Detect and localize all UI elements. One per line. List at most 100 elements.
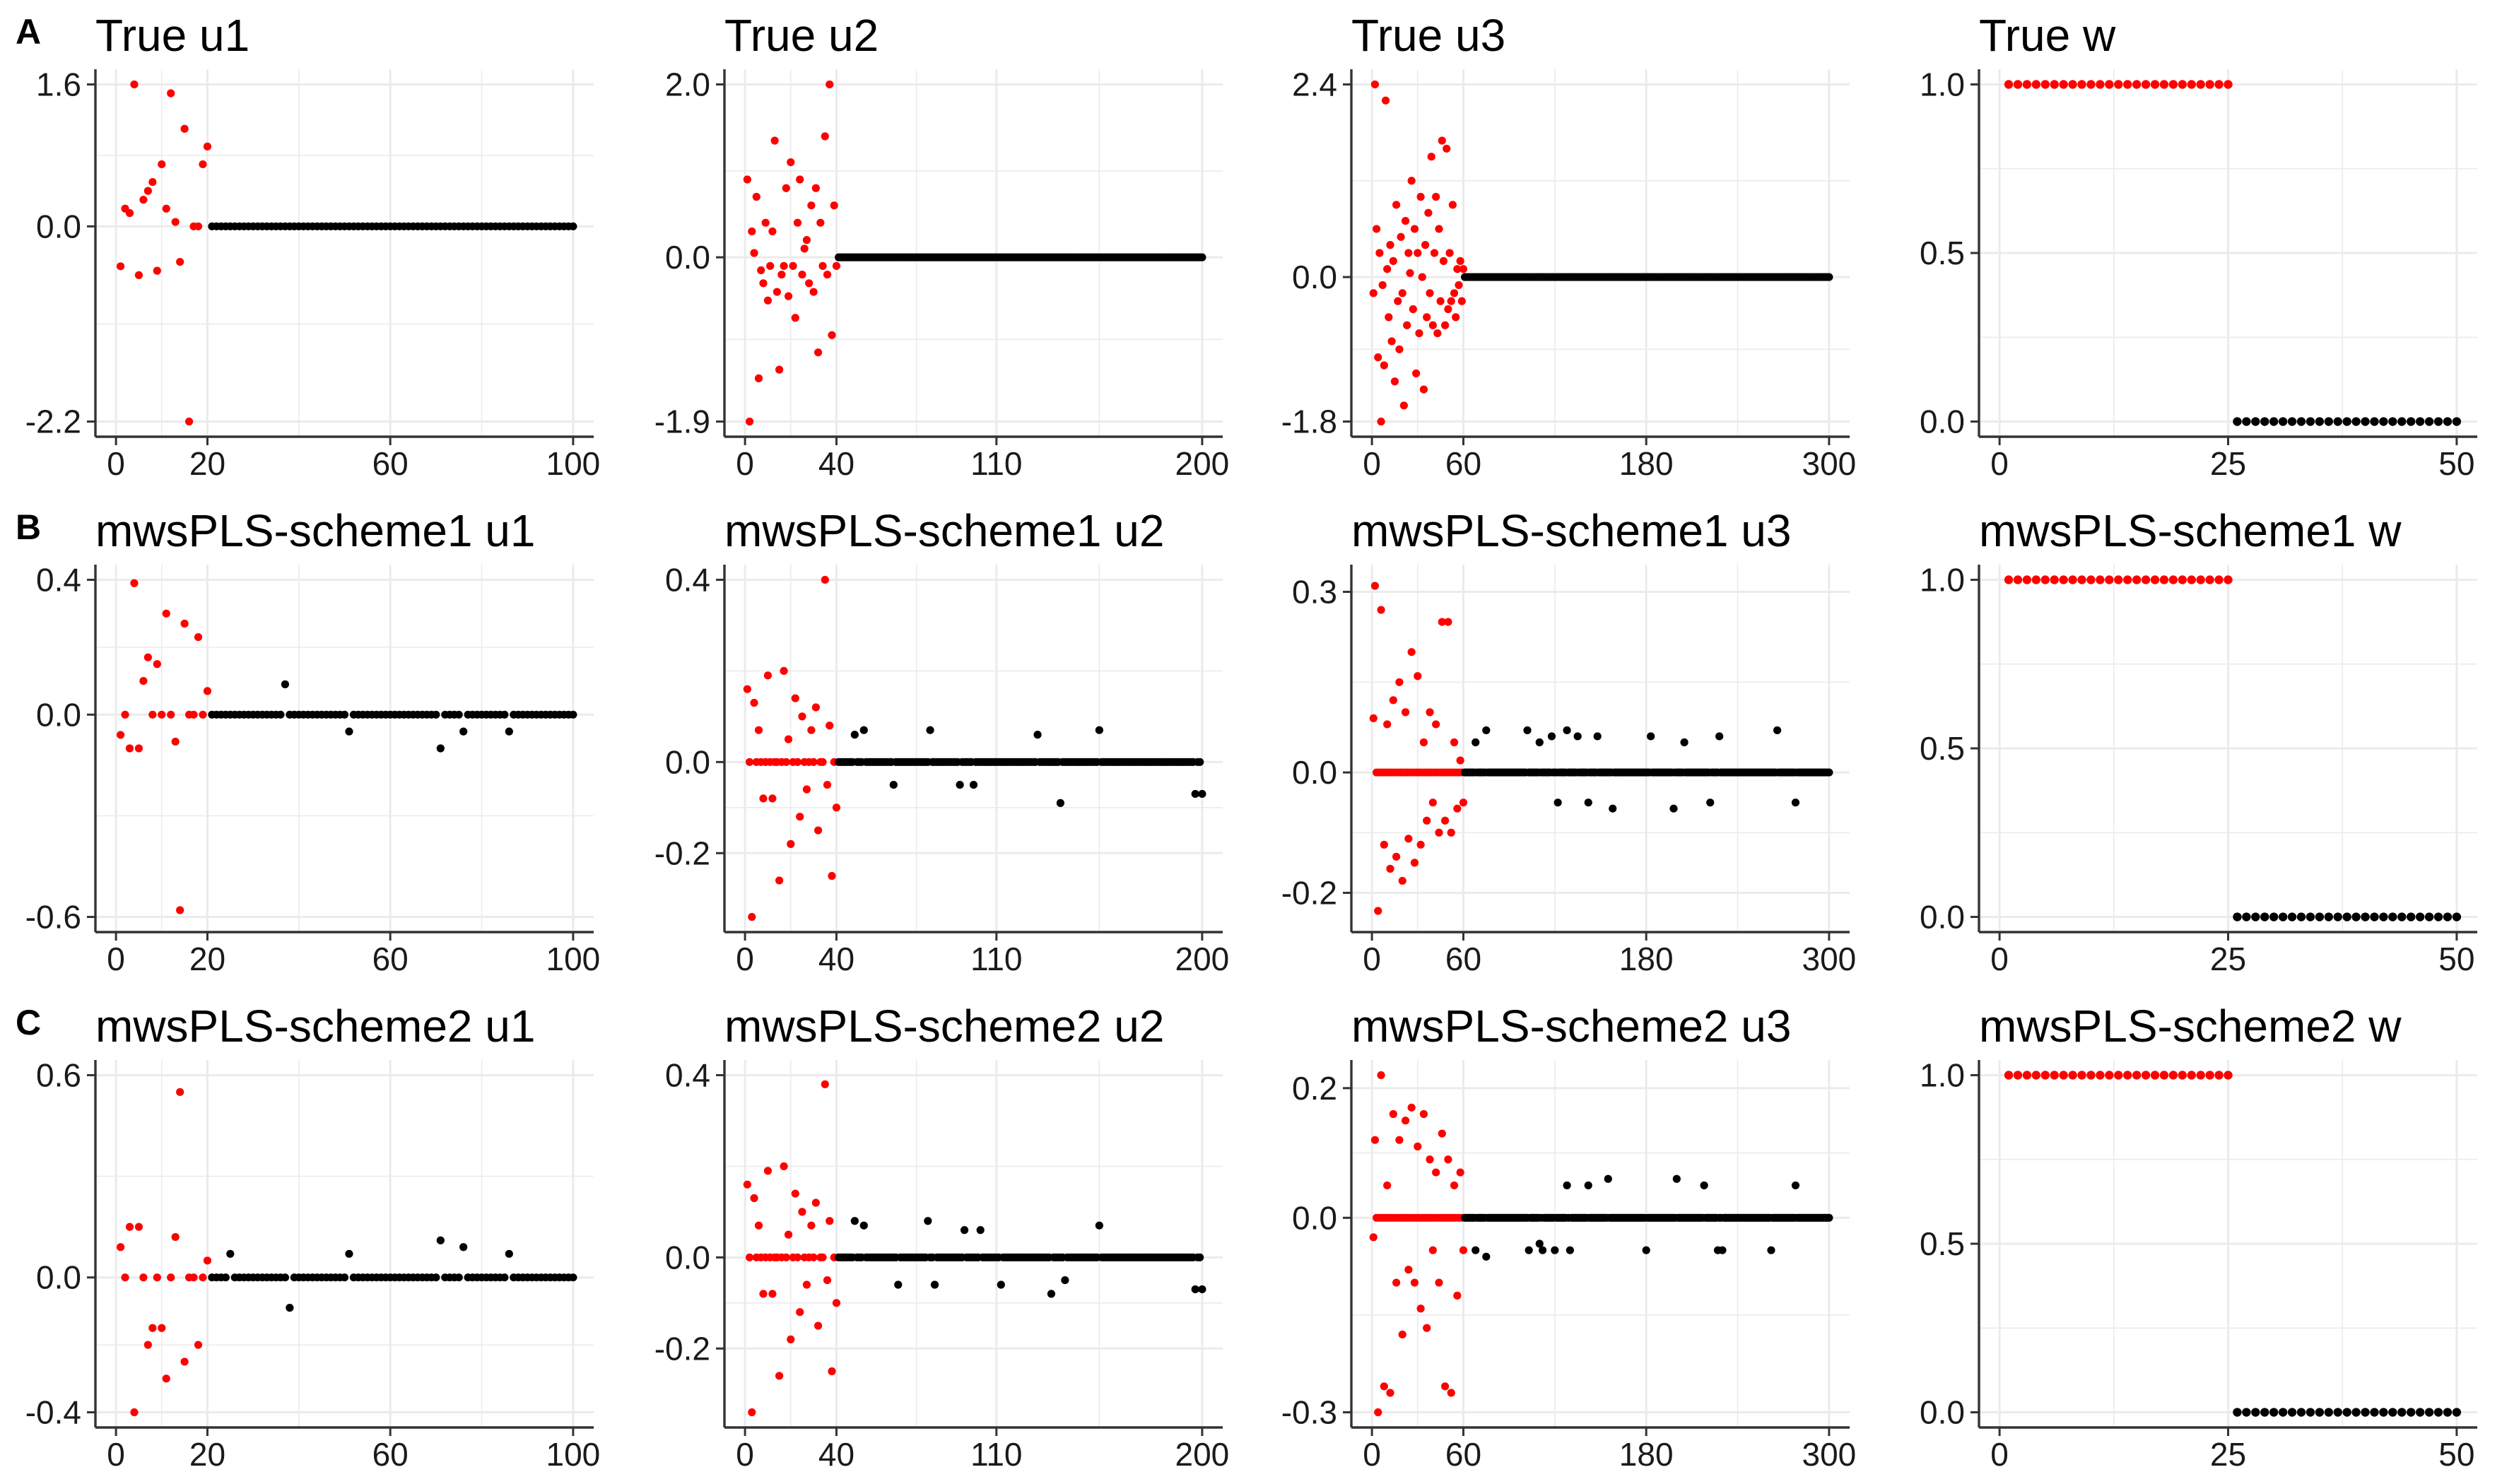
data-point: [814, 826, 823, 835]
y-tick-label: 0.0: [36, 1259, 81, 1296]
data-point: [768, 227, 777, 236]
data-point: [1407, 648, 1416, 656]
data-point: [2407, 417, 2416, 426]
data-point: [1457, 297, 1466, 305]
plot-area: [724, 565, 1223, 932]
data-point: [997, 1280, 1005, 1289]
data-point: [782, 1253, 790, 1261]
y-tick-label: 0.3: [1292, 574, 1337, 611]
data-point: [1198, 789, 1206, 799]
data-point: [2187, 575, 2196, 584]
data-point: [1459, 1246, 1468, 1254]
data-point: [2196, 80, 2205, 89]
data-point: [1419, 738, 1428, 747]
x-tick-label: 0: [107, 941, 125, 977]
data-point: [1410, 225, 1419, 233]
x-tick-label: 0: [1363, 1436, 1381, 1473]
data-point: [1439, 257, 1448, 265]
data-point: [2013, 575, 2023, 584]
data-point: [2370, 1408, 2379, 1417]
axes: [723, 1060, 1223, 1429]
data-point: [2159, 80, 2169, 89]
x-tick-label: 25: [2210, 445, 2246, 482]
data-point: [436, 744, 445, 753]
y-tick-label: 0.5: [1920, 730, 1965, 767]
panel-8: mwsPLS-scheme1 w 0 25 50 0.0 0.5 1.0: [1920, 505, 2477, 977]
data-point: [2407, 1408, 2416, 1417]
major-gridlines: [95, 69, 594, 437]
data-point: [1715, 732, 1724, 741]
data-point: [134, 271, 143, 279]
x-tick-label: 100: [546, 445, 601, 482]
x-tick-label: 200: [1175, 941, 1230, 977]
data-point: [148, 710, 157, 719]
data-point: [850, 731, 859, 739]
data-point: [2342, 417, 2351, 426]
minor-gridlines: [95, 565, 594, 932]
panel-title: mwsPLS-scheme2 u3: [1351, 1001, 1791, 1052]
data-point: [2150, 575, 2160, 584]
data-point: [1191, 789, 1199, 799]
data-point: [2214, 1071, 2224, 1080]
x-tick-label: 0: [736, 1436, 754, 1473]
data-point: [2452, 912, 2462, 921]
data-point: [130, 1408, 139, 1417]
panel-title: True u2: [724, 10, 879, 61]
tick-marks: 0 60 180 300 -1.8 0.0 2.4: [1281, 66, 1857, 482]
x-tick-label: 20: [189, 941, 225, 977]
x-tick-label: 110: [970, 445, 1022, 482]
data-point: [750, 1194, 758, 1203]
data-point: [2040, 575, 2050, 584]
data-point: [1525, 1246, 1533, 1254]
data-point: [454, 710, 463, 719]
tick-marks: 0 25 50 0.0 0.5 1.0: [1920, 561, 2474, 977]
data-point: [2233, 1408, 2242, 1417]
data-point: [1375, 249, 1384, 257]
data-point: [1443, 144, 1451, 153]
data-point: [2242, 417, 2251, 426]
y-tick-label: 2.0: [665, 66, 710, 102]
data-points: [2004, 80, 2462, 426]
x-tick-label: 180: [1619, 445, 1674, 482]
data-point: [2287, 1408, 2297, 1417]
data-point: [791, 314, 799, 322]
data-point: [1456, 1168, 1464, 1177]
data-point: [432, 710, 440, 719]
data-point: [1415, 329, 1423, 338]
data-point: [748, 1408, 756, 1417]
data-point: [793, 758, 802, 766]
x-tick-label: 0: [107, 1436, 125, 1473]
data-point: [1584, 1181, 1592, 1190]
data-point: [930, 1280, 939, 1289]
x-tick-label: 0: [107, 445, 125, 482]
tick-marks: 0 40 110 200 -1.9 0.0 2.0: [654, 66, 1230, 482]
data-point: [2424, 912, 2434, 921]
data-point: [1395, 345, 1404, 353]
data-point: [1680, 738, 1688, 747]
x-tick-label: 300: [1802, 1436, 1857, 1473]
data-point: [2379, 912, 2388, 921]
data-point: [960, 1226, 969, 1235]
data-point: [116, 262, 125, 271]
data-point: [1383, 265, 1392, 273]
data-point: [789, 261, 797, 270]
data-point: [2242, 912, 2251, 921]
x-tick-label: 100: [546, 941, 601, 977]
data-point: [1378, 281, 1387, 290]
data-point: [1427, 153, 1435, 161]
plot-area: [1351, 69, 1850, 437]
data-point: [809, 288, 818, 296]
x-tick-label: 50: [2438, 1436, 2474, 1473]
data-point: [1414, 1142, 1422, 1150]
axes: [723, 565, 1223, 934]
data-point: [2068, 80, 2077, 89]
data-point: [2123, 80, 2132, 89]
data-point: [1444, 1155, 1452, 1164]
data-point: [1538, 1246, 1547, 1254]
tick-marks: 0 40 110 200 -0.2 0.0 0.4: [654, 561, 1230, 977]
data-point: [1404, 1266, 1413, 1274]
data-point: [281, 680, 290, 688]
data-point: [2433, 417, 2443, 426]
data-point: [796, 813, 804, 821]
